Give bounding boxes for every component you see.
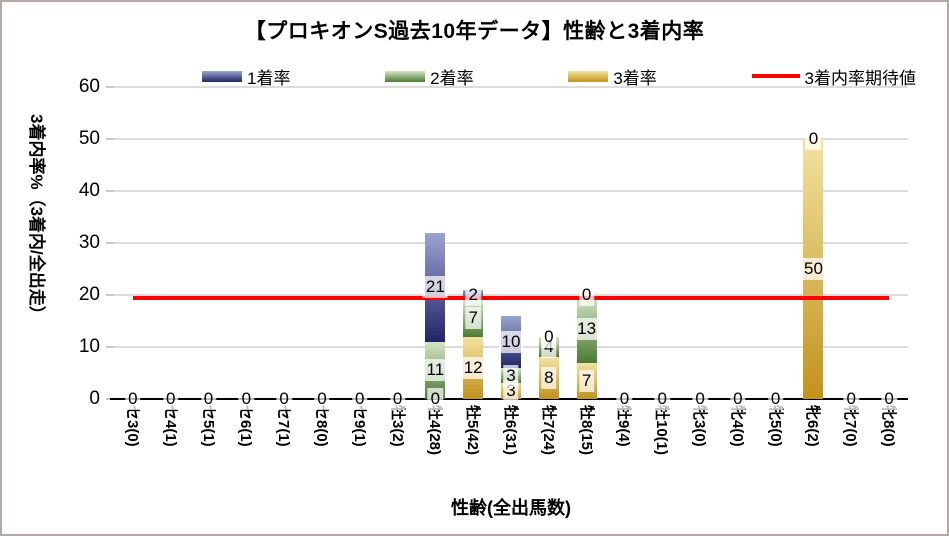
- x-tick-label: 牝6(2): [804, 405, 822, 447]
- y-axis-ticks: 0 10 20 30 40 50 60: [42, 76, 114, 409]
- data-label: 0: [200, 388, 217, 410]
- data-label: 7: [578, 369, 595, 392]
- expected-value-line: [132, 296, 890, 301]
- x-tick-label: セ6(1): [237, 405, 255, 447]
- data-label: 0: [692, 388, 708, 410]
- data-label: 3: [503, 364, 519, 387]
- legend-label-win2: 2着率: [430, 68, 474, 88]
- legend-swatch-win3-icon: [568, 70, 609, 82]
- y-tick-label-60: 60: [78, 76, 100, 97]
- y-tick-mark-50: [106, 138, 114, 140]
- data-label: 11: [423, 359, 448, 382]
- x-tick-label: 牡9(4): [615, 405, 633, 447]
- y-tick-label-10: 10: [78, 336, 100, 357]
- x-tick-label: セ8(0): [312, 405, 330, 447]
- data-label: 0: [238, 388, 255, 410]
- data-label: 0: [352, 388, 368, 410]
- data-label: 50: [801, 258, 826, 280]
- gridline-50: [114, 138, 908, 140]
- legend-item-win2: 2着率: [385, 64, 474, 89]
- x-tick-label: 牡8(15): [577, 405, 595, 456]
- legend-label-expected: 3着内率期待値: [804, 68, 916, 88]
- plot-area: 00000000011211272331084071300000050000: [110, 86, 908, 410]
- y-tick-label-30: 30: [78, 232, 100, 253]
- data-label: 12: [460, 356, 486, 379]
- x-tick-label: 牡6(31): [502, 405, 519, 456]
- legend-swatch-expected-line-icon: [751, 74, 800, 78]
- data-label: 21: [422, 276, 448, 299]
- y-tick-label-50: 50: [78, 128, 100, 149]
- chart-title: 【プロキオンS過去10年データ】性齢と3着内率: [244, 20, 705, 43]
- gridline-20: [114, 294, 908, 296]
- data-label: 0: [805, 128, 822, 150]
- gridline-30: [114, 242, 908, 244]
- data-label: 0: [125, 388, 141, 410]
- x-tick-label: 牡3(2): [388, 405, 406, 447]
- data-label: 0: [881, 388, 897, 410]
- y-tick-mark-60: [106, 86, 114, 88]
- x-tick-label: 牝7(0): [842, 405, 860, 447]
- y-tick-mark-40: [106, 190, 114, 192]
- x-tick-label: 牡5(42): [464, 405, 482, 456]
- data-label: 0: [162, 388, 179, 410]
- legend-swatch-win2-icon: [385, 70, 426, 82]
- x-axis-title: 性齢(全出馬数): [451, 498, 571, 518]
- data-label: 0: [578, 284, 595, 306]
- x-tick-label: セ3(0): [123, 405, 141, 447]
- x-tick-label: 牝3(0): [691, 405, 709, 447]
- data-label: 10: [498, 330, 524, 353]
- x-tick-label: セ9(1): [350, 405, 368, 447]
- legend: 1着率 2着率 3着率 3着内率期待値: [202, 63, 916, 89]
- x-tick-label: セ5(1): [199, 405, 217, 447]
- legend-swatch-win1-icon: [202, 70, 242, 82]
- x-tick-label: 牡7(24): [539, 405, 557, 456]
- legend-item-win1: 1着率: [202, 64, 290, 89]
- data-label: 0: [730, 388, 746, 410]
- x-tick-label: 牝4(0): [728, 405, 746, 447]
- data-label: 0: [541, 325, 557, 348]
- x-axis-labels: セ3(0) セ4(1) セ5(1) セ6(1) セ7(1) セ8(0) セ9(1) 牡3(2)…: [114, 405, 908, 500]
- data-label: 0: [389, 388, 406, 410]
- x-tick-label: セ4(1): [161, 405, 179, 447]
- y-tick-mark-20: [106, 294, 114, 296]
- data-label: 8: [541, 367, 557, 390]
- y-tick-label-0: 0: [89, 388, 100, 409]
- data-label: 0: [427, 388, 444, 410]
- data-label: 0: [616, 388, 633, 410]
- legend-item-expected: 3着内率期待値: [751, 64, 916, 89]
- data-label: 0: [314, 388, 330, 410]
- data-label: 2: [465, 284, 481, 306]
- legend-label-win3: 3着率: [613, 68, 657, 88]
- data-label: 13: [574, 317, 600, 340]
- y-tick-mark-10: [106, 346, 114, 348]
- x-tick-label: セ7(1): [275, 405, 293, 447]
- data-label: 7: [465, 307, 481, 330]
- legend-item-win3: 3着率: [568, 64, 657, 89]
- x-tick-label: 牝8(0): [880, 405, 898, 447]
- x-tick-label: 牡10(1): [653, 405, 671, 456]
- y-tick-label-20: 20: [78, 284, 100, 305]
- x-tick-label: 牝5(0): [766, 405, 784, 447]
- gridline-60: [114, 86, 908, 88]
- gridline-40: [114, 190, 908, 192]
- x-tick-label: 牡4(28): [426, 405, 444, 456]
- y-tick-mark-30: [106, 242, 114, 244]
- legend-label-win1: 1着率: [247, 68, 291, 88]
- data-label: 0: [767, 388, 784, 410]
- y-tick-label-40: 40: [78, 180, 100, 201]
- data-label: 0: [843, 388, 860, 410]
- data-label: 0: [276, 388, 292, 410]
- data-label: 0: [654, 388, 670, 410]
